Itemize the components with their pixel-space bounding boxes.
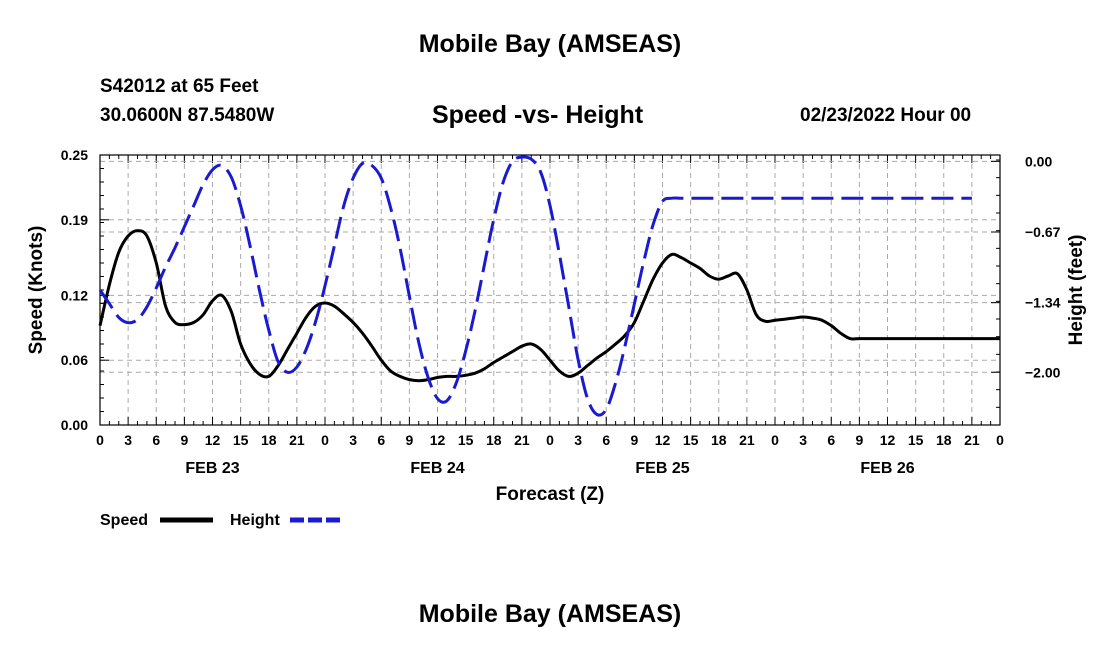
x-tick-label: 6 [377, 432, 385, 448]
chart-subtitle: Speed -vs- Height [432, 101, 644, 129]
footer-title: Mobile Bay (AMSEAS) [418, 600, 682, 628]
x-tick-label: 3 [349, 432, 357, 448]
y-tick-label: 0.25 [61, 147, 88, 163]
x-tick-label: 12 [205, 432, 221, 448]
forecast-datetime: 02/23/2022 Hour 00 [800, 105, 972, 126]
x-tick-label: 18 [711, 432, 727, 448]
x-tick-label: 3 [574, 432, 582, 448]
x-tick-label: 18 [486, 432, 502, 448]
x-tick-label: 0 [771, 432, 779, 448]
x-tick-label: 15 [683, 432, 699, 448]
x-tick-label: 18 [936, 432, 952, 448]
x-tick-label: 0 [96, 432, 104, 448]
y-tick-label: 0.06 [61, 352, 88, 368]
date-label: FEB 26 [860, 460, 914, 477]
x-tick-label: 12 [655, 432, 671, 448]
station-label: S42012 at 65 Feet [100, 76, 259, 97]
x-tick-label: 9 [855, 432, 863, 448]
x-tick-label: 0 [321, 432, 329, 448]
coordinates-label: 30.0600N 87.5480W [100, 105, 275, 126]
y2-tick-label: −2.00 [1025, 364, 1061, 380]
x-tick-label: 21 [964, 432, 980, 448]
x-tick-label: 12 [430, 432, 446, 448]
x-tick-label: 21 [514, 432, 530, 448]
x-tick-label: 0 [996, 432, 1004, 448]
y-axis-label: Speed (Knots) [26, 226, 47, 355]
y2-axis-label: Height (feet) [1066, 235, 1087, 346]
x-tick-label: 9 [180, 432, 188, 448]
speed-series-line [98, 229, 1000, 383]
x-tick-label: 9 [405, 432, 413, 448]
x-tick-label: 6 [152, 432, 160, 448]
y2-tick-label: 0.00 [1025, 153, 1052, 169]
x-tick-label: 18 [261, 432, 277, 448]
date-label: FEB 25 [635, 460, 689, 477]
date-label: FEB 23 [185, 460, 239, 477]
x-tick-label: 9 [630, 432, 638, 448]
x-tick-label: 21 [739, 432, 755, 448]
y-tick-label: 0.12 [61, 287, 88, 303]
x-tick-label: 15 [908, 432, 924, 448]
legend-speed-label: Speed [100, 512, 148, 529]
date-label: FEB 24 [410, 460, 464, 477]
y2-tick-label: −1.34 [1025, 295, 1061, 311]
chart-title: Mobile Bay (AMSEAS) [418, 30, 682, 58]
x-tick-label: 12 [880, 432, 896, 448]
x-tick-label: 15 [458, 432, 474, 448]
y-tick-label: 0.19 [61, 212, 88, 228]
x-tick-label: 15 [233, 432, 249, 448]
legend-height-label: Height [230, 512, 280, 529]
x-axis-label: Forecast (Z) [496, 484, 605, 505]
y-tick-label: 0.00 [61, 417, 88, 433]
x-tick-label: 3 [124, 432, 132, 448]
y2-tick-label: −0.67 [1025, 224, 1061, 240]
x-tick-label: 6 [602, 432, 610, 448]
x-tick-label: 0 [546, 432, 554, 448]
x-tick-label: 6 [827, 432, 835, 448]
speed-height-chart: 0 3 6 9 12 15 18 21 0 3 6 9 12 15 18 21 0 3 6 9 12 15 18 21 0 3 6 9… [26, 147, 1087, 529]
x-tick-label: 3 [799, 432, 807, 448]
height-series-line [98, 155, 972, 417]
x-tick-label: 21 [289, 432, 305, 448]
